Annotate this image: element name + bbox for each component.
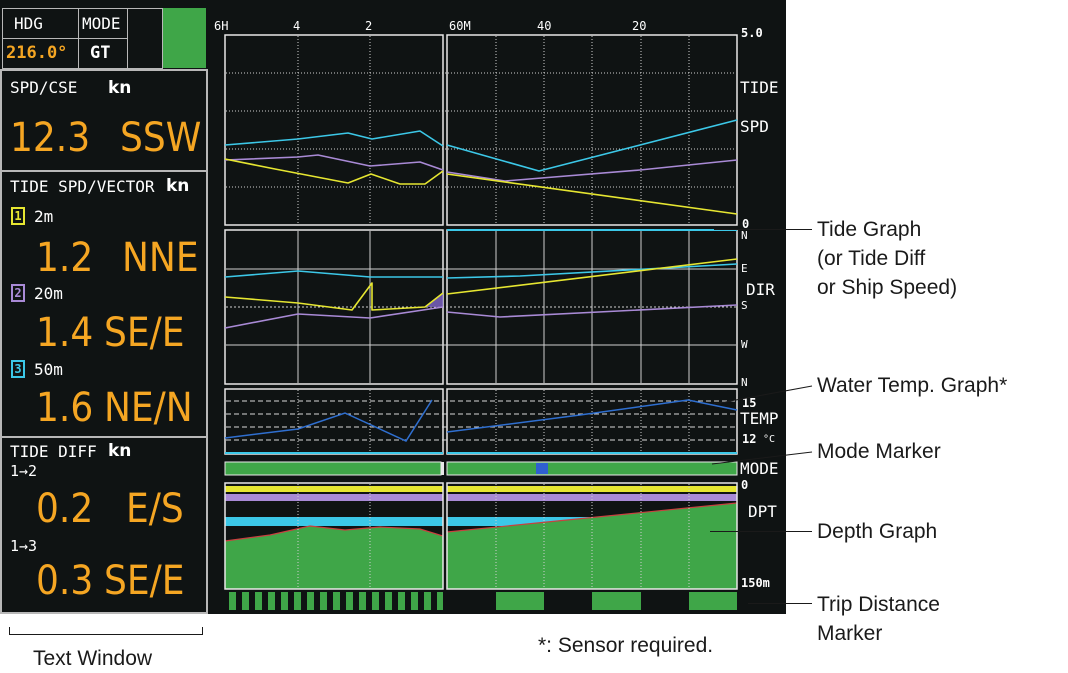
- dir-tick-e: E: [741, 262, 748, 275]
- tide-dir-layer3-line: [224, 270, 443, 278]
- tide-graph-callout-line: [714, 229, 812, 230]
- text-window: [0, 69, 208, 614]
- temp-graph-label: TEMP: [740, 409, 779, 428]
- time-label-4h: 4: [293, 19, 301, 33]
- tide-direction-graph: [224, 229, 738, 385]
- depth-graph-label: DPT: [748, 502, 777, 521]
- layer-3-speed: 1.6: [36, 385, 94, 431]
- depth-scale-bottom: 150m: [741, 576, 770, 590]
- layer-3-badge: 3: [11, 360, 25, 378]
- seabed-right: [447, 503, 737, 589]
- ship-speed-value: 12.3: [10, 115, 91, 161]
- time-label-20m: 20: [632, 19, 647, 33]
- dir-tick-n-bottom: N: [741, 376, 748, 389]
- trip-distance-callout-line: [748, 603, 812, 604]
- diff-2-label: 1→3: [10, 537, 38, 555]
- depth-graph: [224, 482, 738, 590]
- diff-1-direction: E/S: [126, 486, 184, 532]
- dir-tick-n: N: [741, 229, 748, 242]
- tide-spd-layer2-line-recent: [446, 159, 738, 182]
- water-temp-line: [224, 399, 433, 442]
- tide-dir-layer1-line-recent: [446, 258, 738, 295]
- trip-distance-callout-line2: Marker: [817, 622, 883, 645]
- temp-scale-bottom: 12: [742, 432, 757, 446]
- tide-dir-layer1-line: [224, 282, 444, 311]
- layer-2-speed: 1.4: [36, 310, 94, 356]
- diff-2-direction: SE/E: [104, 558, 185, 604]
- tide-spd-layer2-line: [224, 154, 444, 171]
- tide-speed-graph: [224, 34, 738, 226]
- layer-2-direction: SE/E: [104, 310, 185, 356]
- trip-distance-callout: Trip Distance: [817, 593, 940, 616]
- time-label-6h: 6H: [214, 19, 229, 33]
- mode-label: MODE: [82, 14, 121, 33]
- text-window-divider-1: [0, 170, 206, 172]
- mode-marker-bar: [224, 461, 738, 476]
- trip-distance-markers: [229, 592, 737, 610]
- header-spacer-box: [127, 8, 163, 69]
- layer-2-depth: 20m: [34, 284, 63, 303]
- time-label-2h: 2: [365, 19, 373, 33]
- time-label-40m: 40: [537, 19, 552, 33]
- depth-graph-callout: Depth Graph: [817, 520, 938, 543]
- layer-3-direction: NE/N: [104, 385, 193, 431]
- tide-spd-layer3-line: [224, 130, 444, 147]
- diff-2-speed: 0.3: [36, 558, 94, 604]
- tide-spd-layer1-line-recent: [446, 173, 738, 215]
- spd-graph-label: SPD: [740, 117, 769, 136]
- spd-cse-unit: kn: [108, 78, 132, 98]
- layer-1-depth: 2m: [34, 207, 54, 226]
- tide-dir-layer2-line-recent: [446, 304, 738, 318]
- status-indicator: [162, 8, 206, 68]
- diff-1-speed: 0.2: [36, 486, 94, 532]
- dir-tick-w: W: [741, 338, 748, 351]
- layer-2-badge: 2: [11, 284, 25, 302]
- ship-course-value: SSW: [120, 115, 202, 161]
- depth-graph-callout-line: [710, 531, 812, 532]
- tide-scale-top: 5.0: [741, 26, 763, 40]
- text-window-divider-2: [0, 436, 206, 438]
- tide-spd-layer3-line-recent: [446, 119, 738, 172]
- layer-1-speed: 1.2: [36, 235, 94, 281]
- temp-unit: °C: [763, 434, 776, 445]
- sensor-note: *: Sensor required.: [538, 634, 714, 657]
- text-window-callout: Text Window: [33, 647, 153, 670]
- depth-scale-top: 0: [741, 478, 749, 492]
- layer-3-depth: 50m: [34, 360, 63, 379]
- water-temp-callout-line: [713, 385, 813, 405]
- mode-graph-label: MODE: [740, 459, 779, 478]
- water-temp-callout: Water Temp. Graph*: [817, 374, 1008, 397]
- seabed-left: [225, 526, 443, 589]
- text-window-bracket: [9, 627, 203, 635]
- layer-1-badge: 1: [11, 207, 25, 225]
- water-temp-graph: [224, 388, 738, 455]
- dir-tick-s: S: [741, 299, 748, 312]
- tide-diff-label: TIDE DIFF: [10, 442, 97, 461]
- dir-graph-label: DIR: [746, 280, 775, 299]
- mode-value: GT: [90, 43, 111, 63]
- hdg-value: 216.0°: [6, 43, 68, 63]
- tide-spd-layer1-line: [224, 158, 444, 185]
- temp-scale-top: 15: [742, 396, 757, 410]
- hdg-label: HDG: [14, 14, 43, 33]
- mode-marker-callout-line: [711, 451, 813, 465]
- tide-graph-callout-line3: or Ship Speed): [817, 276, 958, 299]
- tide-graph-label: TIDE: [740, 78, 779, 97]
- mode-marker: [536, 463, 548, 474]
- layer-1-direction: NNE: [122, 235, 199, 281]
- time-label-60m: 60M: [449, 19, 471, 33]
- tide-spd-vector-unit: kn: [166, 176, 190, 196]
- tide-graph-callout: Tide Graph: [817, 218, 922, 241]
- tide-scale-bottom: 0: [742, 217, 750, 231]
- mode-marker-callout: Mode Marker: [817, 440, 941, 463]
- tide-spd-vector-label: TIDE SPD/VECTOR: [10, 177, 155, 196]
- spd-cse-label: SPD/CSE: [10, 78, 78, 97]
- diff-1-label: 1→2: [10, 462, 38, 480]
- tide-graph-callout-line2: (or Tide Diff: [817, 247, 926, 270]
- graph-area: [224, 34, 738, 610]
- water-temp-line-recent: [446, 399, 738, 433]
- tide-diff-unit: kn: [108, 441, 132, 461]
- tide-dir-layer2-line: [224, 306, 444, 329]
